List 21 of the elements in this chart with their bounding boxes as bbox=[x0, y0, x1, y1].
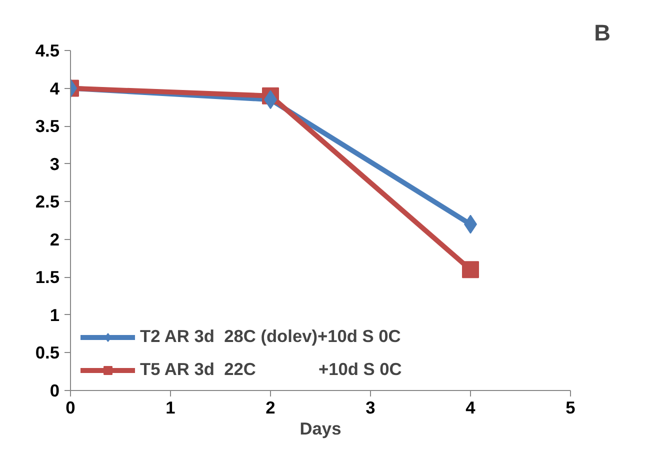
x-axis-title: Days bbox=[300, 418, 342, 438]
y-tick-label: 1 bbox=[50, 304, 60, 325]
y-tick-label: 4.5 bbox=[35, 40, 60, 60]
y-tick-label: 2.5 bbox=[35, 192, 60, 212]
x-tick-label: 2 bbox=[266, 398, 276, 418]
y-tick-label: 3 bbox=[50, 154, 60, 174]
x-tick-label: 4 bbox=[466, 398, 476, 418]
legend-label: T5 AR 3d 22C +10d S 0C bbox=[140, 359, 402, 380]
x-tick-label: 1 bbox=[166, 398, 176, 418]
x-tick-label: 0 bbox=[66, 398, 76, 418]
x-tick-label: 3 bbox=[366, 398, 376, 418]
y-tick-label: 0.5 bbox=[35, 342, 60, 363]
legend-label: T2 AR 3d 28C (dolev)+10d S 0C bbox=[140, 326, 401, 347]
y-tick-label: 4 bbox=[50, 78, 60, 98]
x-tick-label: 5 bbox=[566, 398, 576, 418]
y-tick-label: 0 bbox=[50, 380, 60, 400]
text: B bbox=[594, 20, 611, 46]
y-tick-label: 1.5 bbox=[35, 267, 60, 288]
y-tick-label: 2 bbox=[50, 229, 60, 250]
y-tick-label: 3.5 bbox=[35, 116, 60, 136]
point bbox=[462, 261, 479, 278]
